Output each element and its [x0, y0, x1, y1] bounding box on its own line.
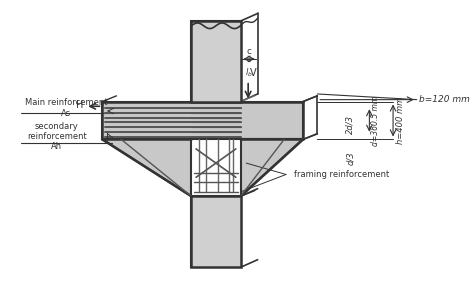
Bar: [102, 101, 303, 139]
Bar: [191, 196, 241, 267]
Text: framing reinforcement: framing reinforcement: [293, 170, 389, 179]
Polygon shape: [102, 139, 191, 196]
Text: d/3: d/3: [346, 151, 355, 165]
Text: h=400 mm: h=400 mm: [396, 97, 405, 144]
Bar: [191, 21, 241, 101]
Text: $l_b$: $l_b$: [245, 67, 253, 79]
Text: c: c: [246, 47, 252, 56]
Text: V: V: [250, 68, 257, 78]
Text: 2d/3: 2d/3: [346, 115, 355, 134]
Bar: [191, 21, 241, 101]
Bar: [191, 196, 241, 267]
Text: H: H: [76, 100, 83, 110]
Text: V: V: [203, 68, 210, 78]
Polygon shape: [241, 139, 303, 196]
Text: b=120 mm: b=120 mm: [419, 95, 470, 104]
Text: Main reinforcement
As: Main reinforcement As: [25, 98, 108, 118]
Text: secondary
reinforcement
Ah: secondary reinforcement Ah: [27, 122, 87, 151]
Text: d=360.5 mm: d=360.5 mm: [371, 95, 380, 146]
Text: a: a: [213, 19, 219, 29]
